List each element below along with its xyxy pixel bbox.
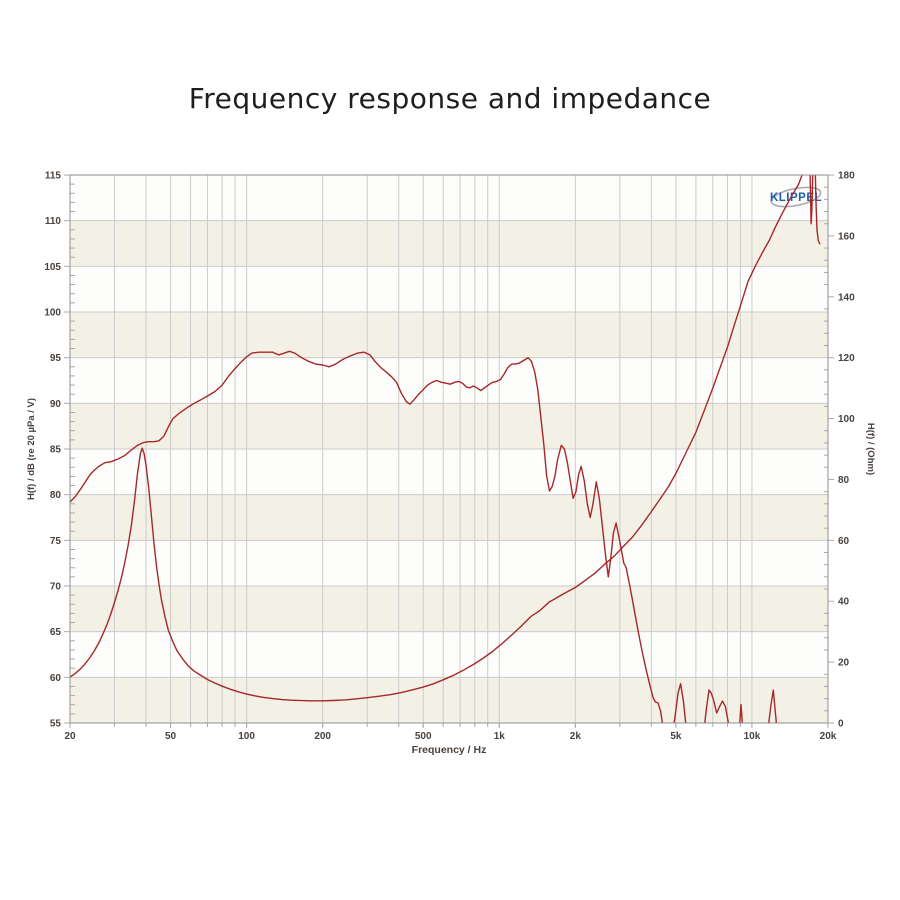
frequency-response-curve	[70, 350, 778, 723]
axis-labels: 55 60 65 70 75 80 85 90 95 100 105 110 115 0 20 40 60 80 1…	[26, 171, 876, 757]
right-tick-label: 140	[838, 292, 855, 303]
right-tick-label: 60	[838, 536, 850, 547]
x-tick-label: 20k	[820, 731, 837, 742]
band	[70, 586, 828, 632]
left-tick-label: 55	[50, 719, 62, 730]
klippel-logo-arc	[770, 186, 822, 208]
left-tick-label: 115	[45, 171, 62, 182]
x-tick-label: 200	[314, 731, 331, 742]
plot-bands	[70, 175, 828, 723]
right-tick-label: 100	[838, 414, 855, 425]
left-tick-label: 110	[45, 216, 62, 227]
left-tick-label: 60	[50, 673, 62, 684]
right-tick-label: 40	[838, 597, 850, 608]
x-axis-title: Frequency / Hz	[412, 744, 487, 756]
minor-ticks	[69, 183, 829, 727]
right-tick-label: 120	[838, 353, 855, 364]
x-tick-label: 50	[165, 731, 177, 742]
klippel-logo-text: KLIPPEL	[770, 192, 822, 204]
band	[70, 312, 828, 358]
grid	[70, 175, 828, 723]
band	[70, 677, 828, 723]
right-tick-label: 0	[838, 719, 844, 730]
band	[70, 631, 828, 678]
band	[70, 175, 828, 221]
band	[70, 266, 828, 312]
impedance-curve	[70, 175, 821, 702]
band	[70, 220, 828, 267]
left-tick-label: 75	[50, 536, 62, 547]
x-tick-label: 5k	[670, 731, 682, 742]
left-axis-title: H(f) / dB (re 20 µPa / V)	[26, 398, 37, 500]
x-tick-label: 2k	[570, 731, 582, 742]
x-tick-label: 1k	[494, 731, 506, 742]
band	[70, 403, 828, 449]
band	[70, 540, 828, 586]
klippel-logo: KLIPPEL	[770, 186, 822, 208]
x-tick-label: 20	[64, 731, 76, 742]
left-tick-label: 100	[44, 308, 61, 319]
x-tick-label: 100	[238, 731, 255, 742]
right-tick-label: 160	[838, 231, 855, 242]
right-tick-label: 180	[838, 171, 855, 182]
right-tick-label: 20	[838, 658, 850, 669]
band	[70, 494, 828, 541]
x-tick-label: 10k	[744, 731, 761, 742]
right-axis-title: H(f) / (Ohm)	[865, 423, 876, 475]
left-tick-label: 70	[50, 582, 62, 593]
left-tick-label: 90	[50, 399, 62, 410]
right-tick-label: 80	[838, 475, 850, 486]
left-tick-label: 85	[50, 445, 62, 456]
x-tick-label: 500	[415, 731, 432, 742]
left-tick-label: 65	[50, 627, 62, 638]
curves	[70, 175, 821, 723]
band	[70, 449, 828, 495]
chart-title: Frequency response and impedance	[188, 82, 712, 115]
left-tick-label: 80	[50, 490, 62, 501]
left-tick-label: 105	[44, 262, 61, 273]
band	[70, 357, 828, 404]
left-tick-label: 95	[50, 353, 62, 364]
